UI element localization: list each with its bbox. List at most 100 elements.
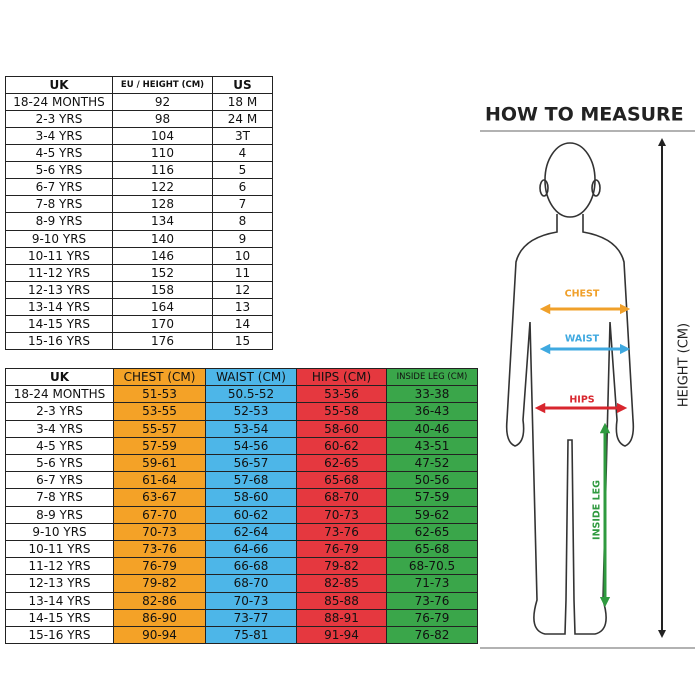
table-cell: 55-57	[113, 419, 206, 438]
table-cell: 61-64	[113, 471, 206, 490]
table-cell: 76-82	[386, 626, 478, 645]
table-cell: 3-4 YRS	[5, 419, 114, 438]
table-cell: 88-91	[296, 608, 387, 627]
table-cell: 128	[112, 195, 213, 214]
table-cell: 140	[112, 229, 213, 248]
chest-label: CHEST	[565, 289, 600, 300]
table-cell: 70-73	[113, 522, 206, 541]
table-cell: 10-11 YRS	[5, 246, 113, 265]
table-cell: 6-7 YRS	[5, 471, 114, 490]
table-cell: 14	[212, 314, 273, 333]
header-cell: EU / HEIGHT (CM)	[112, 76, 213, 95]
table-cell: 50.5-52	[205, 385, 297, 404]
header-cell: CHEST (CM)	[113, 368, 206, 387]
body-outline	[505, 142, 635, 635]
table-cell: 68-70.5	[386, 557, 478, 576]
table-cell: 85-88	[296, 591, 387, 610]
table-cell: 76-79	[113, 557, 206, 576]
table-cell: 52-53	[205, 402, 297, 421]
table-cell: 57-68	[205, 471, 297, 490]
table-cell: 43-51	[386, 436, 478, 455]
waist-label: WAIST	[565, 334, 600, 345]
height-label: HEIGHT (CM)	[677, 323, 692, 407]
table-cell: 5-6 YRS	[5, 454, 114, 473]
table-cell: 18-24 MONTHS	[5, 93, 113, 112]
table-cell: 3T	[212, 127, 273, 146]
table-cell: 73-77	[205, 608, 297, 627]
table-cell: 14-15 YRS	[5, 314, 113, 333]
table-cell: 12	[212, 280, 273, 299]
table-cell: 79-82	[296, 557, 387, 576]
table-cell: 66-68	[205, 557, 297, 576]
table-cell: 51-53	[113, 385, 206, 404]
table-cell: 55-58	[296, 402, 387, 421]
table-cell: 50-56	[386, 471, 478, 490]
table-cell: 40-46	[386, 419, 478, 438]
table-cell: 10	[212, 246, 273, 265]
header-cell: HIPS (CM)	[296, 368, 387, 387]
table-cell: 60-62	[205, 505, 297, 524]
table-cell: 10-11 YRS	[5, 540, 114, 559]
table-cell: 104	[112, 127, 213, 146]
table-cell: 53-54	[205, 419, 297, 438]
table-cell: 7	[212, 195, 273, 214]
table-cell: 4	[212, 144, 273, 163]
table-cell: 8	[212, 212, 273, 231]
table-cell: 2-3 YRS	[5, 402, 114, 421]
table-cell: 91-94	[296, 626, 387, 645]
table-cell: 7-8 YRS	[5, 195, 113, 214]
table-cell: 146	[112, 246, 213, 265]
table-cell: 62-65	[386, 522, 478, 541]
table-cell: 5	[212, 161, 273, 180]
table-cell: 13-14 YRS	[5, 591, 114, 610]
table-cell: 59-62	[386, 505, 478, 524]
table-cell: 92	[112, 93, 213, 112]
table-cell: 53-56	[296, 385, 387, 404]
table-cell: 73-76	[296, 522, 387, 541]
table-cell: 4-5 YRS	[5, 144, 113, 163]
table-cell: 90-94	[113, 626, 206, 645]
table-cell: 82-85	[296, 574, 387, 593]
table-cell: 176	[112, 331, 213, 350]
table-cell: 164	[112, 297, 213, 316]
table-cell: 122	[112, 178, 213, 197]
table-cell: 71-73	[386, 574, 478, 593]
table-cell: 98	[112, 110, 213, 129]
table-cell: 134	[112, 212, 213, 231]
table-cell: 6	[212, 178, 273, 197]
table-cell: 7-8 YRS	[5, 488, 114, 507]
table-cell: 64-66	[205, 540, 297, 559]
table-cell: 5-6 YRS	[5, 161, 113, 180]
table-cell: 8-9 YRS	[5, 212, 113, 231]
table-cell: 12-13 YRS	[5, 574, 114, 593]
table-cell: 11-12 YRS	[5, 557, 114, 576]
table-cell: 82-86	[113, 591, 206, 610]
table-cell: 152	[112, 263, 213, 282]
table-cell: 6-7 YRS	[5, 178, 113, 197]
table-cell: 15-16 YRS	[5, 626, 114, 645]
table-cell: 62-65	[296, 454, 387, 473]
table-cell: 33-38	[386, 385, 478, 404]
table-cell: 73-76	[386, 591, 478, 610]
table-cell: 75-81	[205, 626, 297, 645]
table-cell: 57-59	[113, 436, 206, 455]
header-cell: UK	[5, 76, 113, 95]
table-cell: 70-73	[205, 591, 297, 610]
table-cell: 54-56	[205, 436, 297, 455]
table-cell: 18 M	[212, 93, 273, 112]
table-cell: 158	[112, 280, 213, 299]
table-cell: 73-76	[113, 540, 206, 559]
table-cell: 15	[212, 331, 273, 350]
hips-label: HIPS	[569, 395, 594, 406]
table-cell: 13-14 YRS	[5, 297, 113, 316]
diagram-title: HOW TO MEASURE	[485, 104, 684, 126]
table-cell: 4-5 YRS	[5, 436, 114, 455]
table-cell: 65-68	[386, 540, 478, 559]
table-cell: 13	[212, 297, 273, 316]
table-cell: 18-24 MONTHS	[5, 385, 114, 404]
table-cell: 8-9 YRS	[5, 505, 114, 524]
table-cell: 56-57	[205, 454, 297, 473]
table-cell: 110	[112, 144, 213, 163]
table-cell: 70-73	[296, 505, 387, 524]
